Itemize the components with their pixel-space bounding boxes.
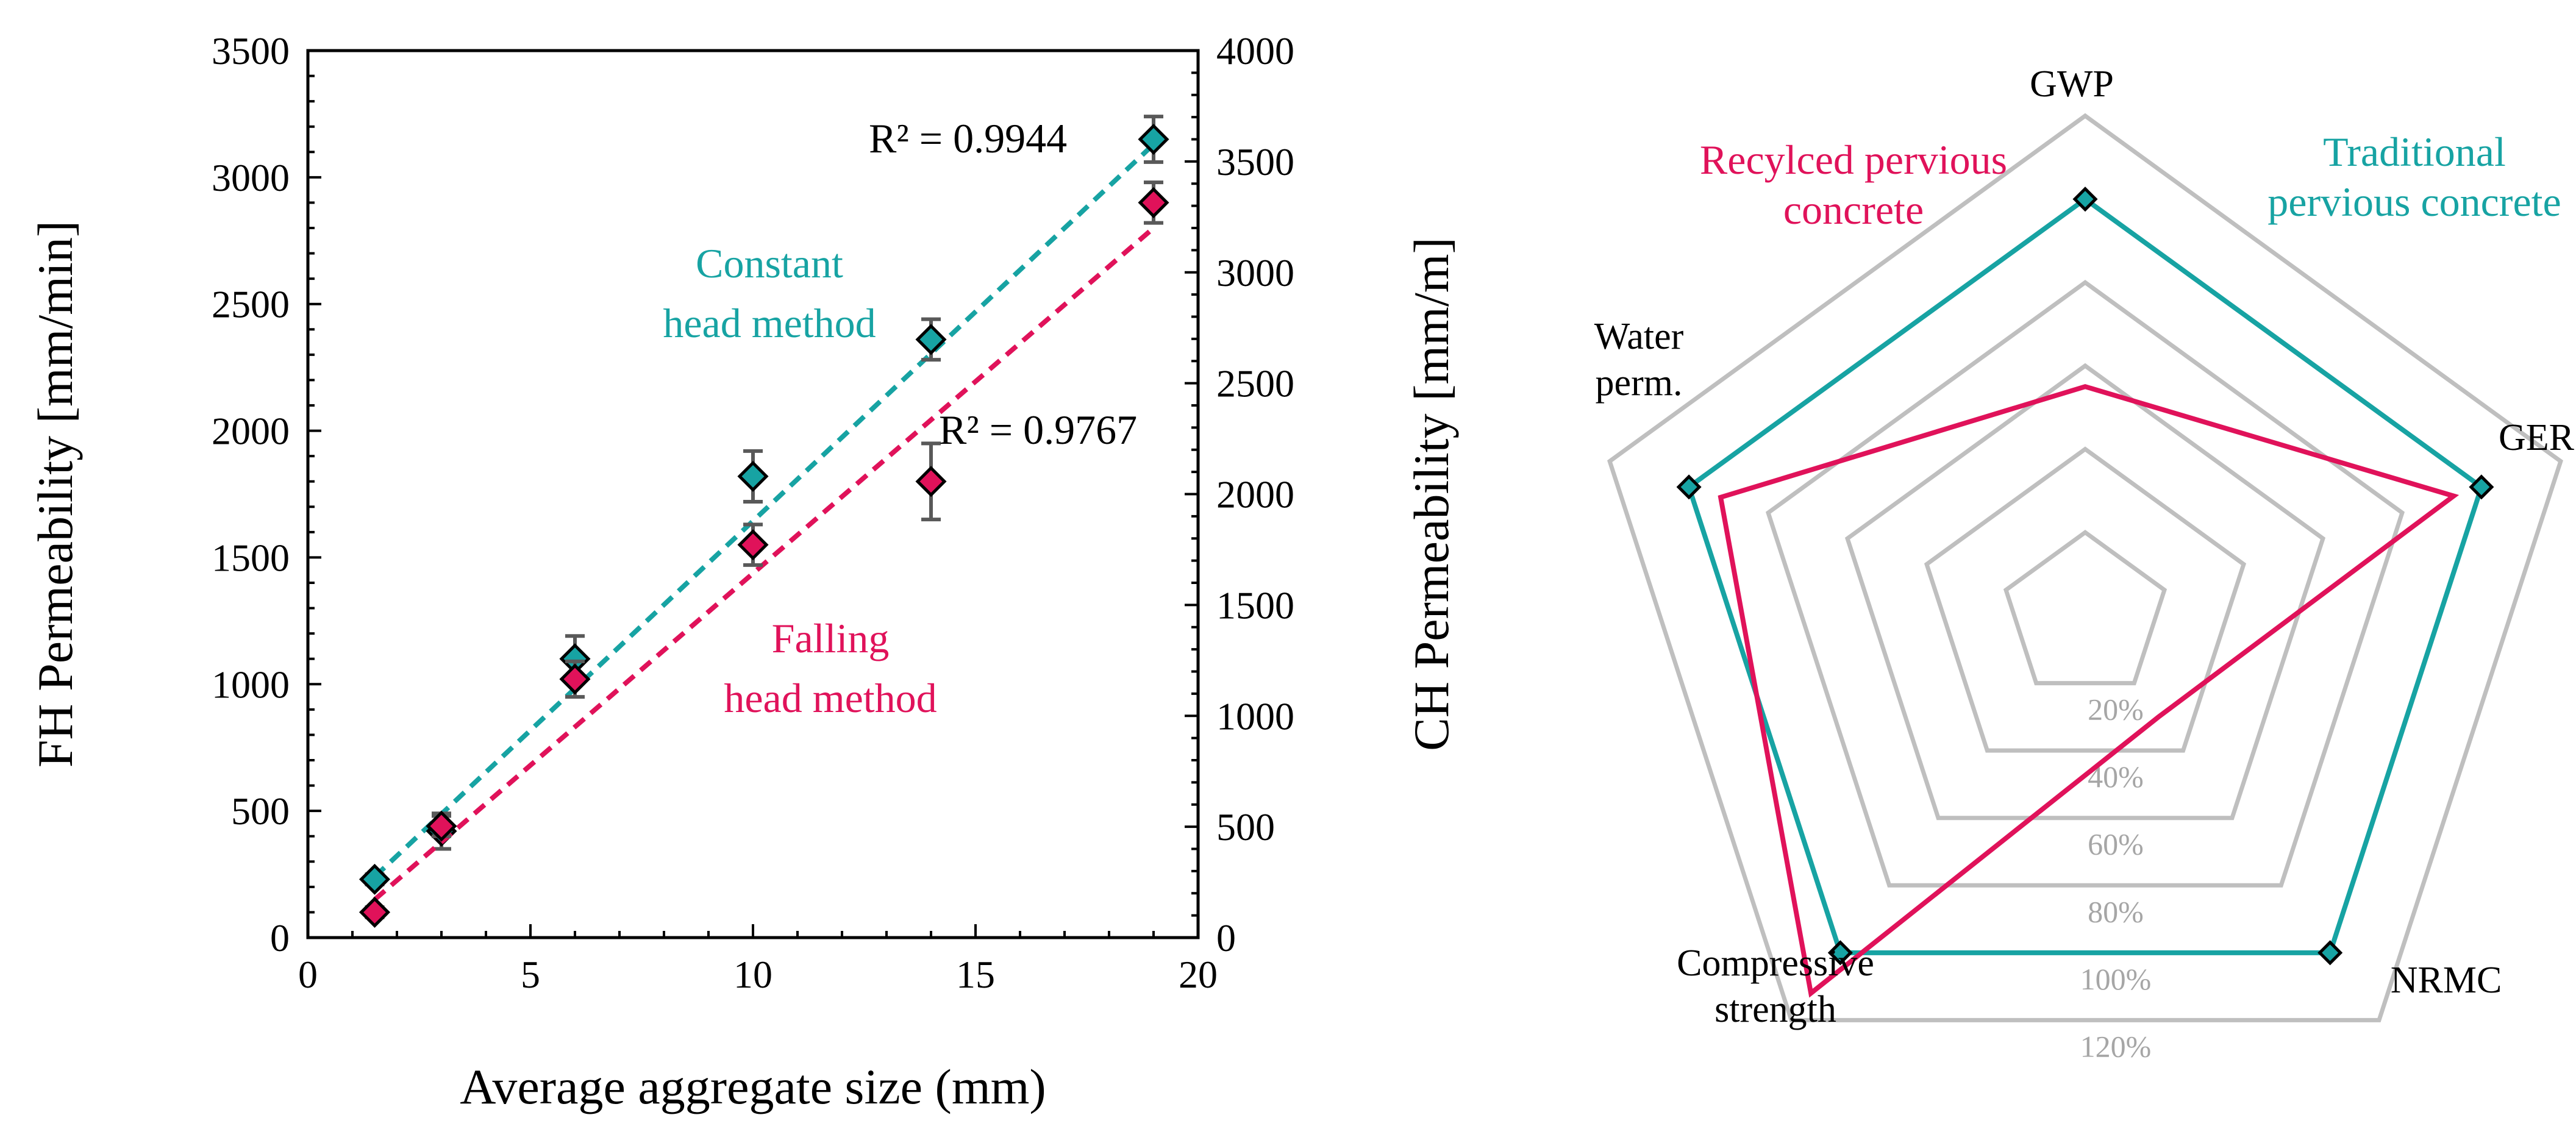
y-right-tick-label: 3500	[1216, 140, 1294, 183]
radar-point-marker	[1827, 940, 1853, 966]
x-tick-label: 15	[956, 953, 995, 996]
r-squared-label: R² = 0.9767	[939, 407, 1137, 453]
y-left-tick-label: 1000	[212, 663, 290, 706]
scatter-panel: 0 5 10 15 2005001000150020002500300035000500…	[27, 29, 1459, 1114]
radar-ring	[1686, 196, 2485, 955]
radar-panel: 20%40%60%80%100%120%GWPGERNRMCCompressiv…	[1594, 63, 2575, 1063]
x-tick-label: 0	[298, 953, 318, 996]
data-point-marker	[915, 324, 947, 355]
radar-series-line	[1686, 196, 2485, 955]
data-point-marker	[359, 896, 391, 928]
y-right-tick-label: 1000	[1216, 694, 1294, 738]
y-left-tick-label: 500	[231, 789, 290, 833]
x-tick-label: 5	[521, 953, 540, 996]
radar-ring-label: 80%	[2088, 894, 2144, 928]
radar-ring-label: 20%	[2088, 693, 2144, 727]
radar-ring-label: 60%	[2088, 827, 2144, 861]
radar-series-label: Traditional	[2323, 129, 2506, 175]
method-label: head method	[663, 300, 876, 346]
radar-series-label: concrete	[1783, 187, 1924, 233]
data-point-marker	[559, 663, 591, 695]
y-right-axis-title: CH Permeability [mm/m]	[1404, 237, 1459, 751]
radar-ring	[1607, 113, 2563, 1022]
y-right-tick-label: 0	[1216, 916, 1236, 960]
radar-axis-label-cs: Compressive	[1677, 942, 1874, 984]
x-tick-label: 20	[1179, 953, 1218, 996]
y-left-tick-label: 1500	[212, 536, 290, 579]
radar-axis-label-nrmc: NRMC	[2391, 960, 2502, 1001]
radar-ring	[1924, 446, 2247, 753]
y-left-tick-label: 0	[270, 916, 290, 960]
r-squared-label: R² = 0.9944	[869, 115, 1067, 162]
radar-series-label: pervious concrete	[2267, 179, 2561, 225]
y-right-tick-label: 3000	[1216, 251, 1294, 294]
method-label: Falling	[772, 615, 890, 661]
data-point-marker	[1138, 187, 1169, 218]
x-tick-label: 10	[733, 953, 772, 996]
radar-point-marker	[2469, 474, 2494, 500]
y-right-tick-label: 4000	[1216, 29, 1294, 73]
y-right-tick-label: 2500	[1216, 362, 1294, 405]
radar-point-marker	[2317, 940, 2343, 966]
radar-point-marker	[2072, 187, 2098, 212]
radar-axis-label-wp: perm.	[1596, 362, 1683, 404]
radar-axis-label-cs: strength	[1714, 989, 1836, 1030]
data-point-marker	[359, 863, 391, 895]
x-axis-title: Average aggregate size (mm)	[460, 1059, 1046, 1114]
y-left-tick-label: 3000	[212, 156, 290, 199]
radar-ring	[1765, 280, 2405, 888]
method-label: Constant	[696, 240, 843, 287]
radar-ring	[2003, 530, 2167, 686]
y-left-tick-label: 2000	[212, 410, 290, 453]
radar-ring-label: 120%	[2080, 1029, 2152, 1063]
trendline	[373, 226, 1155, 902]
y-left-tick-label: 2500	[212, 283, 290, 326]
data-point-marker	[1138, 123, 1169, 155]
y-right-tick-label: 500	[1216, 805, 1275, 849]
y-right-tick-label: 1500	[1216, 583, 1294, 627]
y-left-axis-title: FH Permeability [mm/min]	[27, 221, 83, 768]
data-point-marker	[915, 466, 947, 497]
trendline	[373, 142, 1155, 879]
data-point-marker	[426, 810, 457, 842]
method-label: head method	[724, 675, 937, 721]
y-left-tick-label: 3500	[212, 29, 290, 73]
radar-axis-label-wp: Water	[1594, 316, 1684, 357]
radar-ring-label: 100%	[2080, 962, 2152, 996]
radar-series-label: Recylced pervious	[1700, 137, 2007, 183]
radar-axis-label-ger: GER	[2499, 417, 2575, 458]
radar-axis-label-gwp: GWP	[2030, 63, 2114, 105]
radar-series-line	[1718, 383, 2460, 998]
y-right-tick-label: 2000	[1216, 473, 1294, 516]
radar-ring	[1844, 363, 2326, 821]
data-point-marker	[737, 529, 769, 561]
data-point-marker	[737, 460, 769, 492]
radar-point-marker	[1676, 474, 1702, 500]
